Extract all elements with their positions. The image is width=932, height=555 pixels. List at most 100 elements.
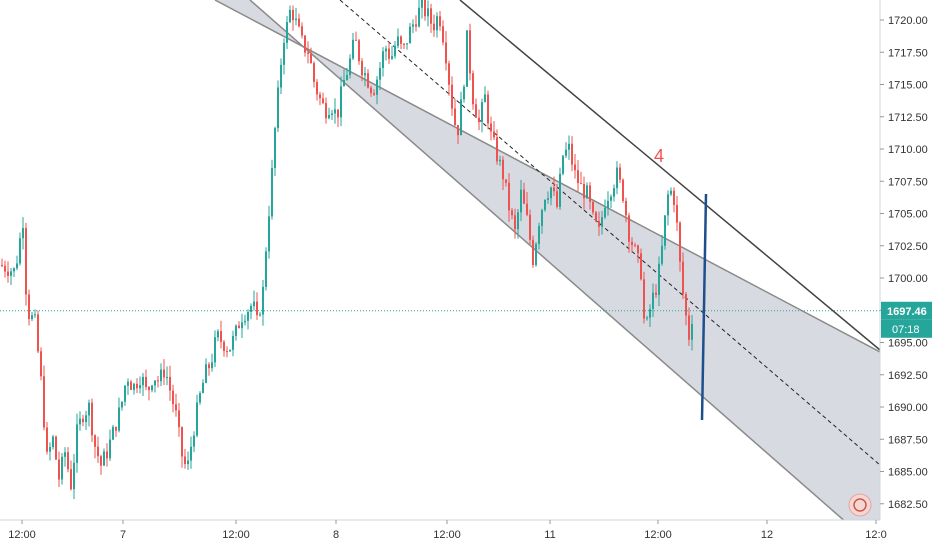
- candle-body: [664, 215, 666, 246]
- candle-body: [28, 294, 30, 320]
- candle-body: [565, 149, 567, 156]
- candle-body: [484, 94, 486, 103]
- candle-body: [658, 263, 660, 295]
- candle-body: [586, 185, 588, 199]
- candle-body: [409, 26, 411, 44]
- candle-body: [136, 383, 138, 389]
- candle-body: [334, 109, 336, 114]
- time-tick-label: 12:00: [644, 529, 672, 541]
- candle-body: [199, 393, 201, 403]
- candle-body: [61, 456, 63, 480]
- candle-body: [454, 108, 456, 126]
- price-tick-label: 1715.00: [888, 80, 928, 92]
- price-tick-label: 1712.50: [888, 112, 928, 124]
- candle-body: [583, 183, 585, 199]
- candle-body: [19, 238, 21, 264]
- candle-body: [145, 376, 147, 387]
- candle-body: [610, 196, 612, 201]
- candle-body: [208, 364, 210, 369]
- watermark-logo-inner: [853, 498, 867, 512]
- candle-body: [649, 308, 651, 318]
- candle-body: [268, 216, 270, 252]
- candle-body: [367, 73, 369, 88]
- candle-body: [661, 245, 663, 264]
- candle-body: [298, 18, 300, 27]
- candle-body: [496, 137, 498, 162]
- candle-body: [139, 385, 141, 389]
- candle-body: [178, 410, 180, 428]
- candle-body: [172, 390, 174, 405]
- candle-body: [469, 30, 471, 74]
- candle-body: [370, 87, 372, 94]
- candle-body: [394, 45, 396, 57]
- candle-body: [130, 381, 132, 390]
- time-tick-label: 11: [544, 529, 555, 541]
- candle-body: [88, 402, 90, 416]
- candle-body: [676, 204, 678, 223]
- price-tick-label: 1717.50: [888, 47, 928, 59]
- candle-body: [505, 179, 507, 183]
- candle-body: [211, 362, 213, 369]
- candle-body: [250, 306, 252, 312]
- candle-body: [109, 439, 111, 459]
- candle-body: [379, 68, 381, 80]
- candle-body: [493, 131, 495, 138]
- candle-body: [373, 93, 375, 95]
- candle-body: [415, 24, 417, 27]
- candle-body: [577, 170, 579, 184]
- candle-body: [16, 263, 18, 269]
- candle-body: [124, 385, 126, 402]
- candle-body: [652, 292, 654, 309]
- candle-body: [544, 199, 546, 210]
- candle-body: [520, 189, 522, 213]
- candle-body: [223, 341, 225, 352]
- candle-body: [193, 435, 195, 447]
- candle-body: [421, 0, 423, 8]
- candle-body: [559, 173, 561, 208]
- candle-body: [337, 109, 339, 118]
- candle-body: [235, 325, 237, 336]
- vertical-marker-line: [700, 193, 708, 421]
- candle-body: [346, 75, 348, 81]
- candle-body: [511, 210, 513, 216]
- candle-body: [217, 331, 219, 338]
- candle-body: [532, 239, 534, 265]
- candle-body: [436, 16, 438, 31]
- price-tick-label: 1682.50: [888, 499, 928, 511]
- candle-body: [613, 188, 615, 197]
- candle-body: [412, 24, 414, 27]
- price-axis-background: [880, 0, 932, 550]
- candle-body: [277, 87, 279, 129]
- candle-body: [631, 241, 633, 246]
- channel-upper-line: [214, 0, 880, 353]
- candle-body: [400, 36, 402, 44]
- candle-body: [190, 446, 192, 461]
- candle-body: [46, 427, 48, 452]
- candle-body: [646, 317, 648, 319]
- candle-body: [115, 426, 117, 431]
- candle-body: [625, 200, 627, 216]
- candle-body: [118, 407, 120, 431]
- candle-body: [160, 369, 162, 382]
- time-tick-label: 12:00: [8, 529, 36, 541]
- candle-body: [433, 23, 435, 31]
- candle-body: [670, 190, 672, 195]
- candle-body: [70, 469, 72, 490]
- watermark-logo-icon: [848, 493, 872, 517]
- candle-body: [82, 418, 84, 423]
- candle-body: [79, 418, 81, 425]
- candle-body: [679, 222, 681, 262]
- candle-body: [556, 191, 558, 208]
- price-tick-label: 1702.50: [888, 241, 928, 253]
- candle-body: [166, 376, 168, 378]
- candles: [1, 0, 693, 500]
- price-tick-label: 1685.00: [888, 467, 928, 479]
- candle-body: [514, 215, 516, 230]
- candle-body: [31, 315, 33, 320]
- candle-body: [319, 94, 321, 99]
- candle-body: [376, 79, 378, 95]
- candle-body: [232, 335, 234, 350]
- candle-body: [169, 376, 171, 391]
- candle-body: [256, 301, 258, 316]
- candle-body: [547, 198, 549, 200]
